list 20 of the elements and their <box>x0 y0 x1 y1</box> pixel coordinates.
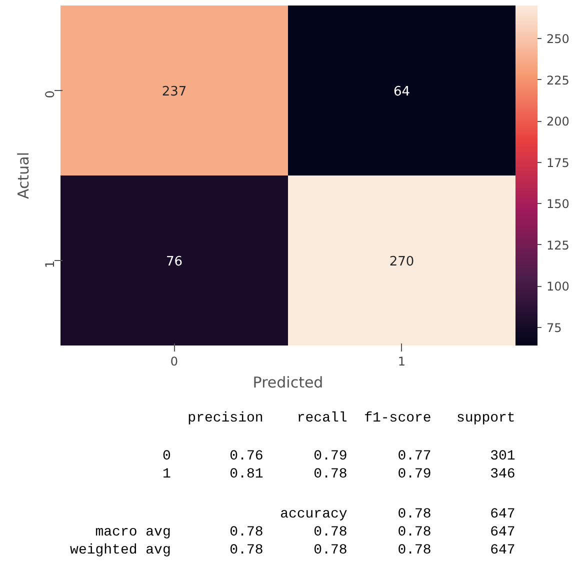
text: weighted avg 0.78 0.78 0.78 647 <box>70 542 516 558</box>
color-bar-label: 75 <box>546 320 562 335</box>
y-axis-title: Actual <box>14 152 32 199</box>
text: accuracy 0.78 647 <box>70 506 516 522</box>
data-label: 76 <box>166 254 183 270</box>
text: precision recall f1-score support <box>70 410 516 426</box>
data-label: 270 <box>389 254 414 270</box>
text: 1 0.81 0.78 0.79 346 <box>70 466 516 482</box>
x-axis-title: Predicted <box>252 374 324 392</box>
text: macro avg 0.78 0.78 0.78 647 <box>70 524 516 540</box>
data-label: 64 <box>393 84 410 100</box>
color-bar-label: 100 <box>546 280 570 294</box>
color-bar-label: 175 <box>546 156 570 170</box>
text: 0 0.76 0.79 0.77 301 <box>70 448 516 464</box>
color-bar-label: 125 <box>546 238 570 252</box>
color-bar-label: 150 <box>546 197 570 212</box>
color-bar-label: 225 <box>546 73 570 88</box>
data-label: 237 <box>162 84 187 100</box>
color-bar-label: 250 <box>546 32 570 46</box>
color-bar-label: 200 <box>546 114 570 129</box>
